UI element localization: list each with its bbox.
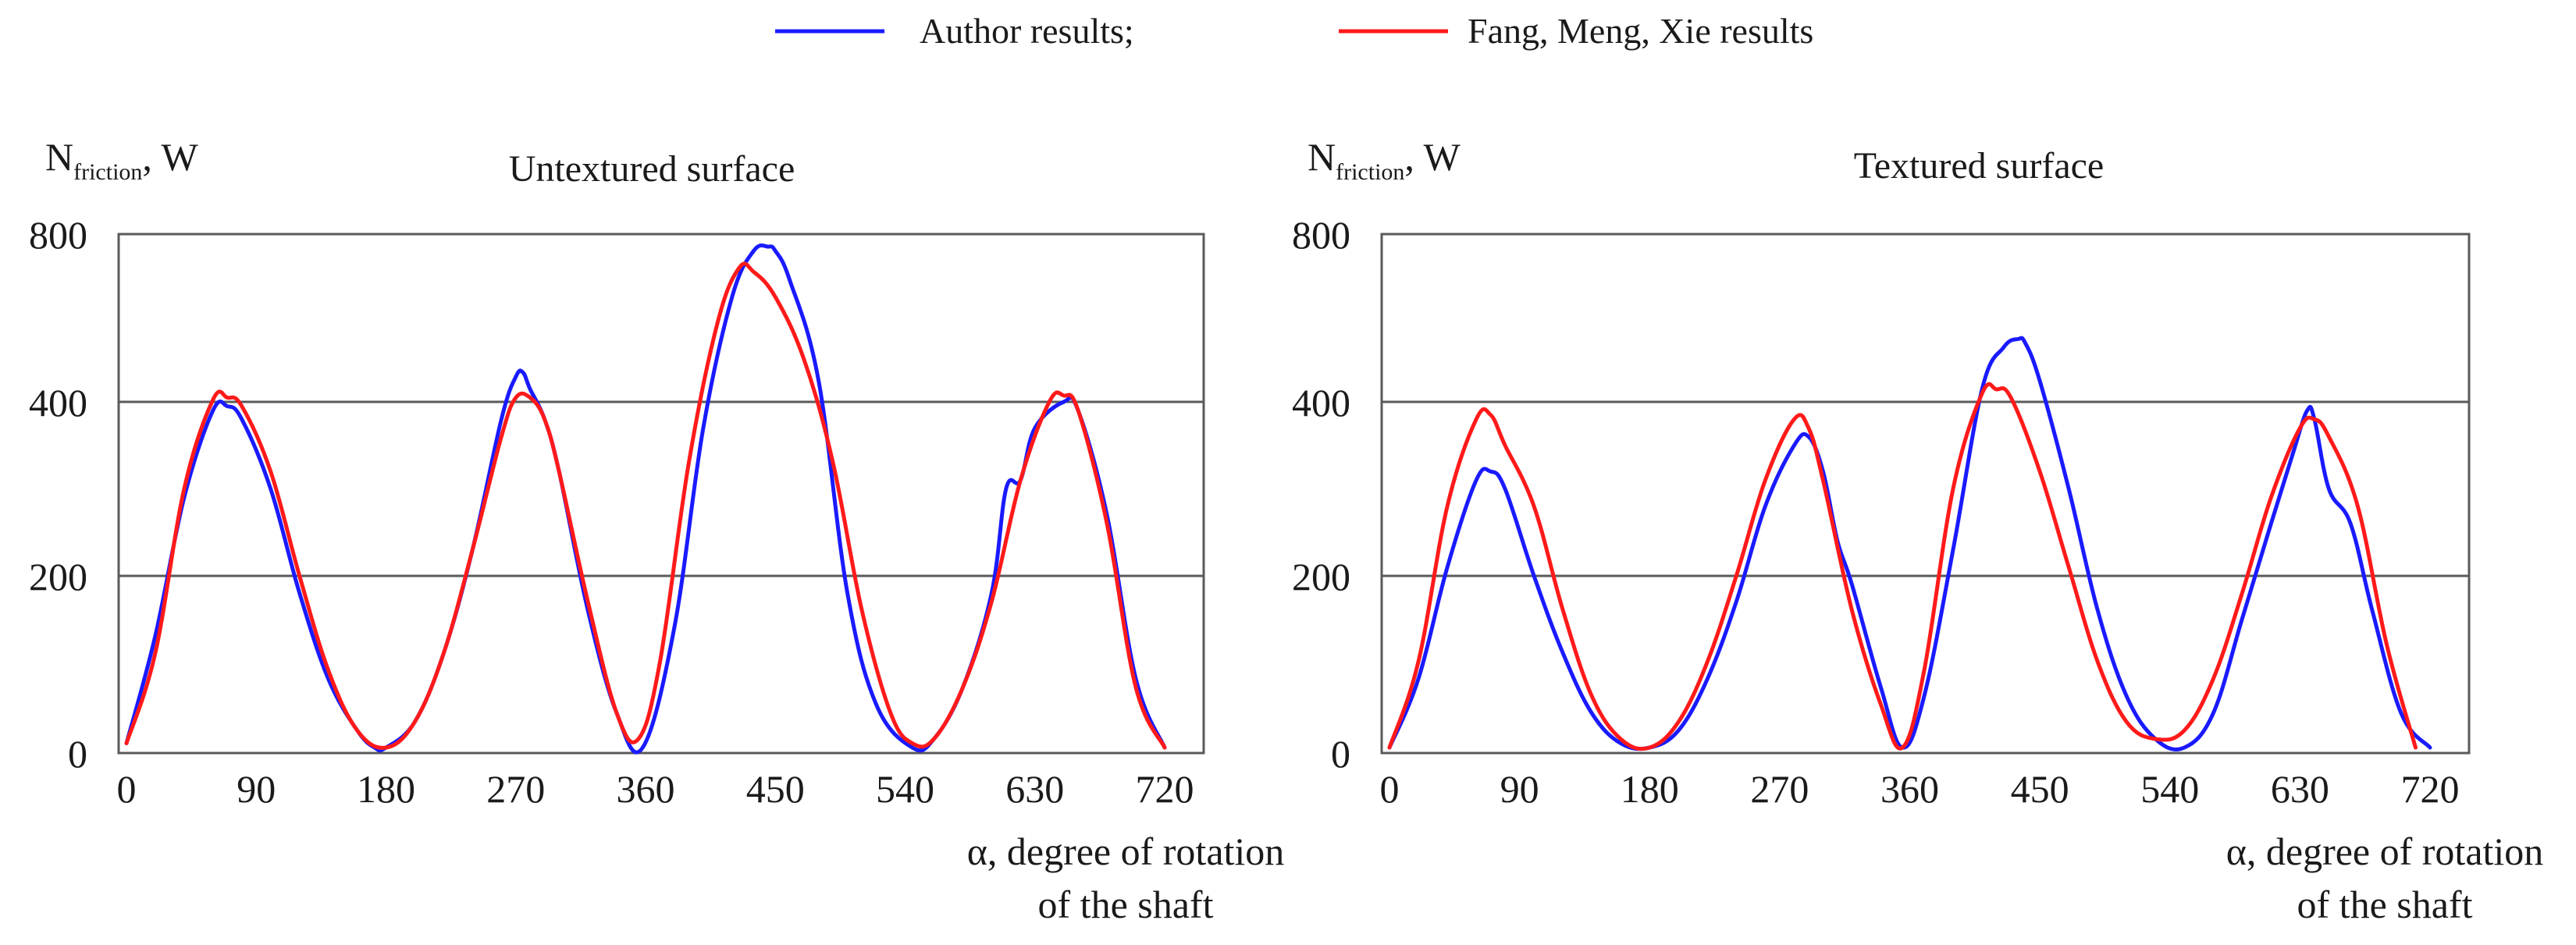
y-tick-0: 0 <box>1331 732 1350 776</box>
chart-title: Textured surface <box>1854 145 2104 187</box>
x-tick-630: 630 <box>2271 767 2329 811</box>
legend-label-author: Author results; <box>920 11 1134 51</box>
chart-title: Untextured surface <box>509 148 795 190</box>
chart-untextured: Nfriction, W Untextured surface 800 400 … <box>29 135 1284 926</box>
y-axis-label: Nfriction, W <box>1308 135 1461 185</box>
x-axis-label-line2: of the shaft <box>2297 883 2473 926</box>
series-line-fang-meng-xie <box>1387 382 2418 751</box>
x-tick-540: 540 <box>876 767 934 811</box>
x-tick-540: 540 <box>2140 767 2199 811</box>
x-tick-0: 0 <box>1380 767 1400 811</box>
x-tick-270: 270 <box>486 767 545 811</box>
y-axis-label-unit: , W <box>142 135 198 179</box>
plot-frame <box>117 233 1205 755</box>
x-tick-180: 180 <box>1621 767 1679 811</box>
y-tick-800: 800 <box>29 213 87 257</box>
legend-label-fang: Fang, Meng, Xie results <box>1468 11 1813 51</box>
x-tick-450: 450 <box>2011 767 2069 811</box>
x-tick-180: 180 <box>357 767 415 811</box>
series-lines <box>124 243 1167 755</box>
x-tick-0: 0 <box>117 767 137 811</box>
x-axis-label-line1: α, degree of rotation <box>967 830 1285 873</box>
series-line-author <box>124 243 1167 755</box>
plot-frame <box>1380 233 2471 755</box>
y-tick-400: 400 <box>29 381 87 425</box>
x-axis-label-line1: α, degree of rotation <box>2226 830 2544 873</box>
y-tick-200: 200 <box>29 555 87 599</box>
x-tick-630: 630 <box>1005 767 1064 811</box>
chart-textured: Nfriction, W Textured surface 800 400 20… <box>1292 135 2543 926</box>
y-axis-label: Nfriction, W <box>45 135 199 185</box>
x-tick-720: 720 <box>1136 767 1194 811</box>
x-tick-450: 450 <box>746 767 805 811</box>
legend: Author results; Fang, Meng, Xie results <box>775 11 1813 51</box>
x-tick-90: 90 <box>1500 767 1539 811</box>
x-tick-720: 720 <box>2401 767 2460 811</box>
y-axis-label-unit: , W <box>1404 135 1461 179</box>
series-line-fang-meng-xie <box>124 261 1167 750</box>
x-tick-labels: 0 90 180 270 360 450 540 630 720 <box>117 767 1194 811</box>
y-axis-label-sub: friction <box>1336 159 1404 185</box>
series-line-author <box>1387 336 2432 751</box>
x-tick-360: 360 <box>617 767 675 811</box>
y-axis-label-main: N <box>1308 135 1336 179</box>
x-tick-90: 90 <box>237 767 276 811</box>
y-tick-200: 200 <box>1292 555 1350 599</box>
y-tick-400: 400 <box>1292 381 1350 425</box>
x-tick-360: 360 <box>1880 767 1939 811</box>
x-tick-labels: 0 90 180 270 360 450 540 630 720 <box>1380 767 2460 811</box>
x-axis-label-line2: of the shaft <box>1038 883 1214 926</box>
series-lines <box>1387 336 2432 751</box>
y-tick-800: 800 <box>1292 213 1350 257</box>
y-axis-label-main: N <box>45 135 73 179</box>
x-tick-270: 270 <box>1750 767 1809 811</box>
y-tick-0: 0 <box>68 732 87 776</box>
y-axis-label-sub: friction <box>73 159 142 185</box>
